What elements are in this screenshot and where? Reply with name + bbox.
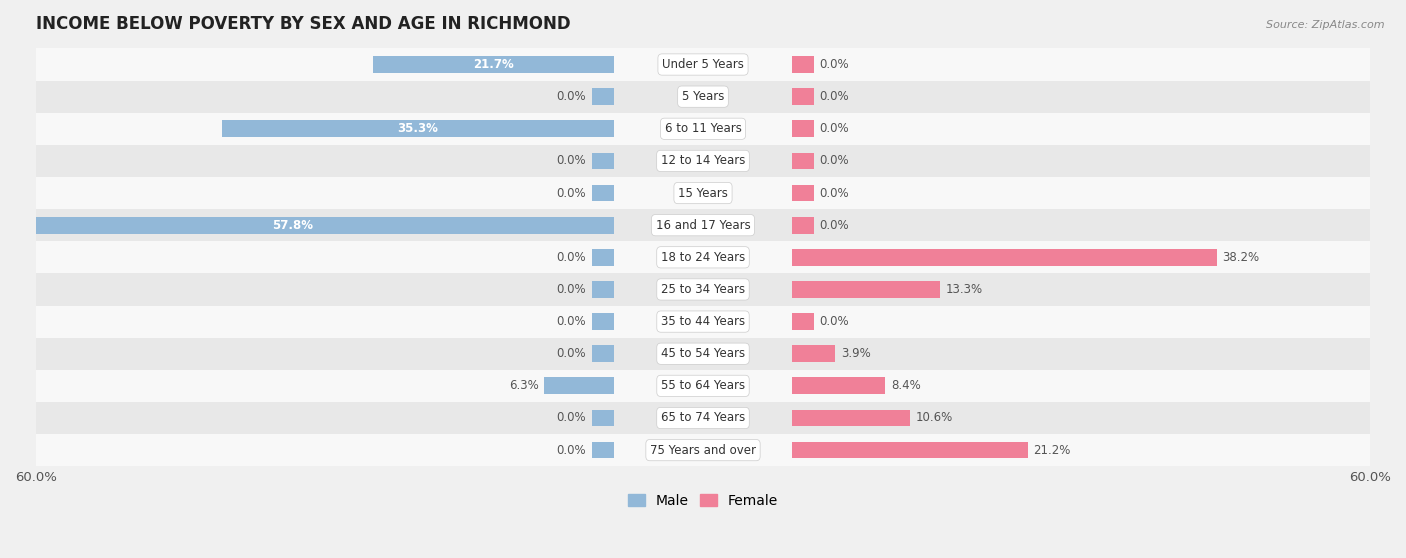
Bar xyxy=(792,121,814,137)
Text: 6.3%: 6.3% xyxy=(509,379,538,392)
Bar xyxy=(37,370,1369,402)
Text: 12 to 14 Years: 12 to 14 Years xyxy=(661,155,745,167)
Text: 8.4%: 8.4% xyxy=(891,379,921,392)
Bar xyxy=(792,152,814,169)
Text: 13.3%: 13.3% xyxy=(945,283,983,296)
Text: 25 to 34 Years: 25 to 34 Years xyxy=(661,283,745,296)
Text: 0.0%: 0.0% xyxy=(557,251,586,264)
Text: 35.3%: 35.3% xyxy=(398,122,439,135)
Bar xyxy=(37,241,1369,273)
Text: 0.0%: 0.0% xyxy=(820,90,849,103)
Text: 21.7%: 21.7% xyxy=(472,58,513,71)
Bar xyxy=(592,249,614,266)
Text: 6 to 11 Years: 6 to 11 Years xyxy=(665,122,741,135)
Bar xyxy=(592,345,614,362)
Bar xyxy=(592,152,614,169)
Text: 10.6%: 10.6% xyxy=(915,411,953,425)
Text: Source: ZipAtlas.com: Source: ZipAtlas.com xyxy=(1267,20,1385,30)
Bar xyxy=(37,145,1369,177)
Bar xyxy=(792,313,814,330)
Bar xyxy=(792,378,886,394)
Text: 5 Years: 5 Years xyxy=(682,90,724,103)
Text: 0.0%: 0.0% xyxy=(557,315,586,328)
Text: 0.0%: 0.0% xyxy=(557,90,586,103)
Text: 35 to 44 Years: 35 to 44 Years xyxy=(661,315,745,328)
Bar xyxy=(792,185,814,201)
Text: 18 to 24 Years: 18 to 24 Years xyxy=(661,251,745,264)
Text: 15 Years: 15 Years xyxy=(678,186,728,200)
Bar xyxy=(37,338,1369,370)
Bar xyxy=(0,217,614,234)
Text: 0.0%: 0.0% xyxy=(557,155,586,167)
Text: 21.2%: 21.2% xyxy=(1033,444,1070,456)
Bar xyxy=(37,273,1369,306)
Bar xyxy=(792,442,1028,459)
Bar xyxy=(792,410,910,426)
Bar xyxy=(37,209,1369,241)
Bar xyxy=(792,345,835,362)
Bar xyxy=(37,80,1369,113)
Bar xyxy=(592,88,614,105)
Text: 0.0%: 0.0% xyxy=(557,186,586,200)
Text: 0.0%: 0.0% xyxy=(820,58,849,71)
Bar xyxy=(37,177,1369,209)
Bar xyxy=(37,306,1369,338)
Bar xyxy=(592,313,614,330)
Bar xyxy=(544,378,614,394)
Bar xyxy=(37,49,1369,80)
Text: 0.0%: 0.0% xyxy=(557,283,586,296)
Bar xyxy=(792,88,814,105)
Text: 55 to 64 Years: 55 to 64 Years xyxy=(661,379,745,392)
Bar xyxy=(37,434,1369,466)
Bar xyxy=(792,217,814,234)
Text: 0.0%: 0.0% xyxy=(820,315,849,328)
Bar xyxy=(592,442,614,459)
Text: 16 and 17 Years: 16 and 17 Years xyxy=(655,219,751,232)
Text: 65 to 74 Years: 65 to 74 Years xyxy=(661,411,745,425)
Text: 57.8%: 57.8% xyxy=(273,219,314,232)
Bar xyxy=(592,185,614,201)
Text: 0.0%: 0.0% xyxy=(820,219,849,232)
Text: 0.0%: 0.0% xyxy=(557,444,586,456)
Bar xyxy=(792,281,939,298)
Text: 45 to 54 Years: 45 to 54 Years xyxy=(661,347,745,360)
Text: 0.0%: 0.0% xyxy=(557,347,586,360)
Text: 38.2%: 38.2% xyxy=(1222,251,1260,264)
Bar xyxy=(792,56,814,73)
Text: 0.0%: 0.0% xyxy=(820,186,849,200)
Bar xyxy=(37,402,1369,434)
Text: 3.9%: 3.9% xyxy=(841,347,870,360)
Text: INCOME BELOW POVERTY BY SEX AND AGE IN RICHMOND: INCOME BELOW POVERTY BY SEX AND AGE IN R… xyxy=(37,15,571,33)
Text: 0.0%: 0.0% xyxy=(820,122,849,135)
Bar xyxy=(792,249,1216,266)
Bar xyxy=(222,121,614,137)
Bar xyxy=(373,56,614,73)
Text: 0.0%: 0.0% xyxy=(557,411,586,425)
Bar xyxy=(37,113,1369,145)
Bar xyxy=(592,410,614,426)
Text: 75 Years and over: 75 Years and over xyxy=(650,444,756,456)
Text: 0.0%: 0.0% xyxy=(820,155,849,167)
Bar xyxy=(592,281,614,298)
Legend: Male, Female: Male, Female xyxy=(623,488,783,513)
Text: Under 5 Years: Under 5 Years xyxy=(662,58,744,71)
